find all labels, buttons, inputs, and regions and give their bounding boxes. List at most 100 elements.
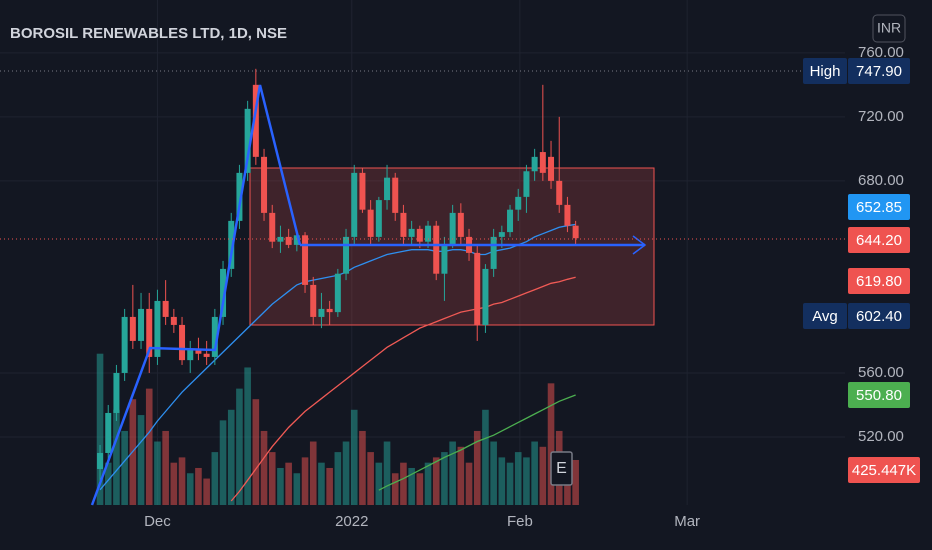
volume-bar: [186, 473, 194, 505]
candle-body: [425, 225, 432, 242]
y-tick-label: 520.00: [858, 428, 904, 445]
volume-bar: [178, 457, 186, 505]
candle-body: [113, 372, 120, 413]
moving-average: [230, 276, 576, 502]
volume-bar: [227, 409, 235, 505]
candles: [97, 68, 579, 485]
candle-body: [482, 268, 489, 325]
price-tag-box: [803, 58, 847, 84]
volume-bar: [383, 441, 391, 505]
candle-body: [457, 212, 464, 237]
volume-bar: [359, 430, 366, 505]
candle-body: [416, 228, 423, 242]
candle-body: [195, 348, 202, 354]
volume-bar: [572, 459, 579, 505]
candle-body: [548, 156, 555, 181]
candle-body: [154, 300, 161, 357]
candle-body: [269, 212, 276, 242]
candle-body: [105, 412, 112, 453]
price-label: 619.80: [856, 273, 902, 290]
volume-bar: [547, 383, 555, 505]
volume-bar: [350, 409, 358, 505]
price-label: 550.80: [856, 387, 902, 404]
event-marker[interactable]: E: [556, 460, 567, 477]
y-tick-label: 720.00: [858, 108, 904, 125]
volume-bar: [236, 388, 243, 505]
candle-body: [343, 236, 350, 274]
price-label-box: [848, 457, 920, 483]
candle-body: [334, 273, 341, 313]
volume-bar: [170, 462, 178, 505]
volume-bar: [137, 415, 145, 505]
y-tick-label: 560.00: [858, 364, 904, 381]
candle-body: [572, 225, 579, 239]
price-axis: 520.00 560.00 680.00 720.00 760.00 Dec 2022 Feb…: [144, 44, 920, 530]
volume-bar: [391, 473, 399, 505]
candle-body: [498, 232, 505, 237]
volume-bar: [260, 430, 268, 505]
price-label-box: [848, 303, 910, 329]
x-tick-label: Dec: [144, 513, 171, 530]
volume-bar: [473, 430, 481, 505]
candle-body: [129, 316, 136, 341]
price-label: 644.20: [856, 232, 902, 249]
volume-bar: [449, 441, 456, 505]
currency-button[interactable]: [872, 14, 906, 43]
candle-body: [367, 209, 374, 237]
volume-bar: [145, 388, 153, 505]
candle-body: [433, 225, 440, 274]
price-label-box: [848, 194, 910, 220]
volume-bar: [375, 462, 383, 505]
volume-bar: [514, 452, 522, 505]
volume-bar: [285, 462, 292, 505]
price-label-box: [848, 382, 910, 408]
moving-average: [378, 394, 576, 491]
candle-body: [531, 156, 538, 172]
candle-body: [228, 220, 235, 269]
candle-body: [392, 177, 399, 213]
volume-bar: [277, 467, 284, 505]
volume-bar: [195, 467, 202, 505]
volume-bar: [523, 457, 530, 505]
price-label: 602.40: [856, 308, 902, 325]
candle-body: [523, 171, 530, 197]
price-label-box: [848, 227, 910, 253]
volume-bar: [203, 478, 210, 505]
price-label: 652.85: [856, 199, 902, 216]
candle-body: [408, 228, 415, 237]
event-box[interactable]: [550, 451, 573, 486]
candle-body: [326, 308, 333, 313]
candle-body: [384, 177, 391, 201]
volume-bar: [219, 420, 227, 505]
volume-bar: [309, 441, 317, 505]
candle-body: [515, 196, 522, 210]
currency[interactable]: INR: [877, 20, 901, 36]
candle-body: [236, 172, 243, 221]
candle-body: [359, 172, 366, 210]
candle-body: [121, 316, 128, 373]
candle-body: [507, 209, 514, 233]
candle-body: [441, 244, 448, 274]
volume-bar: [498, 457, 506, 505]
price-tag: Avg: [812, 308, 838, 325]
candle-body: [179, 324, 186, 361]
volume-bar: [457, 446, 465, 505]
volume-bar: [367, 452, 374, 505]
volume-bar: [301, 457, 309, 505]
volume-bar: [318, 462, 325, 505]
candle-body: [474, 252, 481, 325]
volume-bar: [211, 452, 219, 505]
candle-body: [97, 452, 104, 469]
candle-body: [170, 316, 177, 325]
candle-body: [556, 180, 563, 205]
price-tag-box: [803, 303, 847, 329]
volume-bar: [539, 446, 547, 505]
volume-bar: [121, 430, 128, 505]
volume-bar: [465, 462, 473, 505]
volume-bar: [400, 462, 407, 505]
candle-body: [302, 235, 309, 285]
candle-body: [318, 308, 325, 317]
chart-title: BOROSIL RENEWABLES LTD, 1D, NSE: [10, 25, 287, 42]
